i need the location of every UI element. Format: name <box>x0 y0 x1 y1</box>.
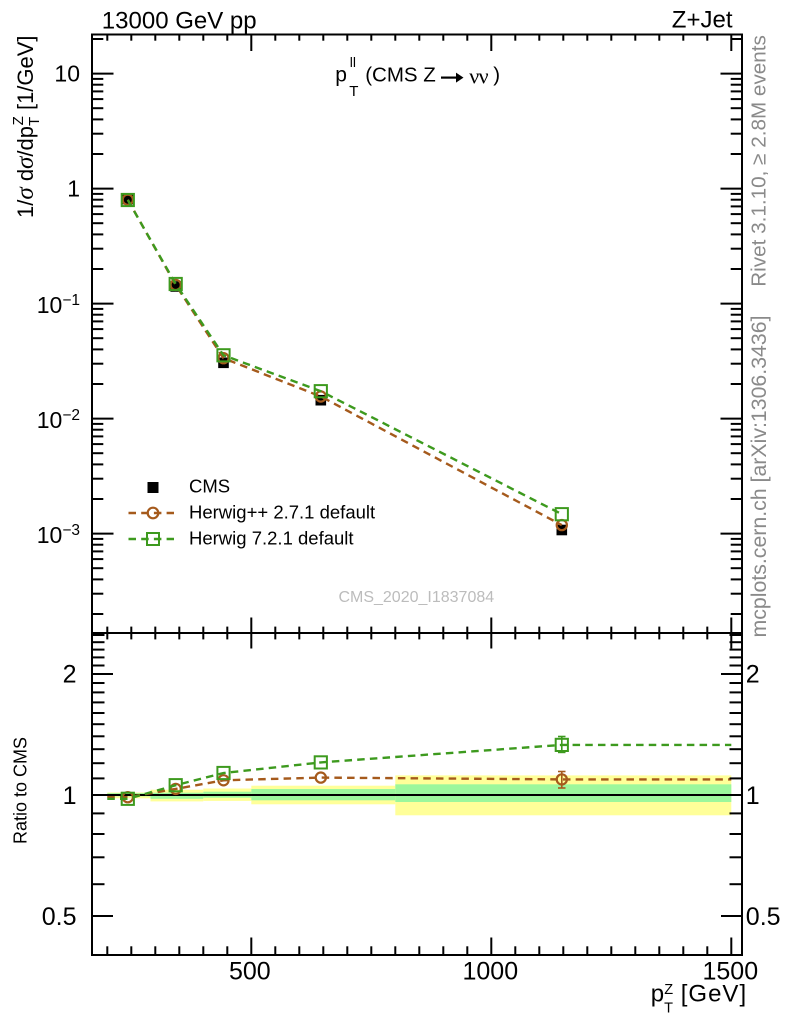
svg-text:2: 2 <box>63 661 77 689</box>
svg-text:Ratio to CMS: Ratio to CMS <box>11 737 31 844</box>
svg-text:1: 1 <box>746 782 760 810</box>
svg-text:ll: ll <box>350 54 356 70</box>
svg-text:1/σ dσ/dpTZ [1/GeV]: 1/σ dσ/dpTZ [1/GeV] <box>10 35 43 218</box>
svg-text:Herwig 7.2.1 default: Herwig 7.2.1 default <box>189 527 354 548</box>
svg-text:): ) <box>493 64 500 87</box>
svg-text:Rivet 3.1.10, ≥ 2.8M events: Rivet 3.1.10, ≥ 2.8M events <box>748 35 771 287</box>
svg-text:10−3: 10−3 <box>37 522 80 548</box>
svg-text:10: 10 <box>54 61 80 87</box>
svg-text:13000 GeV pp: 13000 GeV pp <box>102 7 257 34</box>
svg-text:p: p <box>335 64 347 87</box>
svg-text:νν: νν <box>469 64 488 89</box>
svg-text:1: 1 <box>67 176 80 202</box>
svg-text:500: 500 <box>229 957 271 985</box>
svg-text:T: T <box>349 83 358 100</box>
svg-text:1000: 1000 <box>462 957 518 985</box>
svg-text:2: 2 <box>746 661 760 689</box>
svg-text:0.5: 0.5 <box>42 903 77 931</box>
svg-text:0.5: 0.5 <box>746 903 781 931</box>
svg-text:1: 1 <box>63 782 77 810</box>
svg-text:CMS_2020_I1837084: CMS_2020_I1837084 <box>338 589 494 606</box>
svg-text:Herwig++ 2.7.1 default: Herwig++ 2.7.1 default <box>189 501 375 522</box>
svg-text:CMS: CMS <box>189 476 230 497</box>
svg-text:Z+Jet: Z+Jet <box>672 7 733 34</box>
svg-text:mcplots.cern.ch [arXiv:1306.34: mcplots.cern.ch [arXiv:1306.3436] <box>747 316 771 638</box>
svg-text:(CMS Z: (CMS Z <box>365 64 436 87</box>
svg-text:1500: 1500 <box>702 957 758 985</box>
